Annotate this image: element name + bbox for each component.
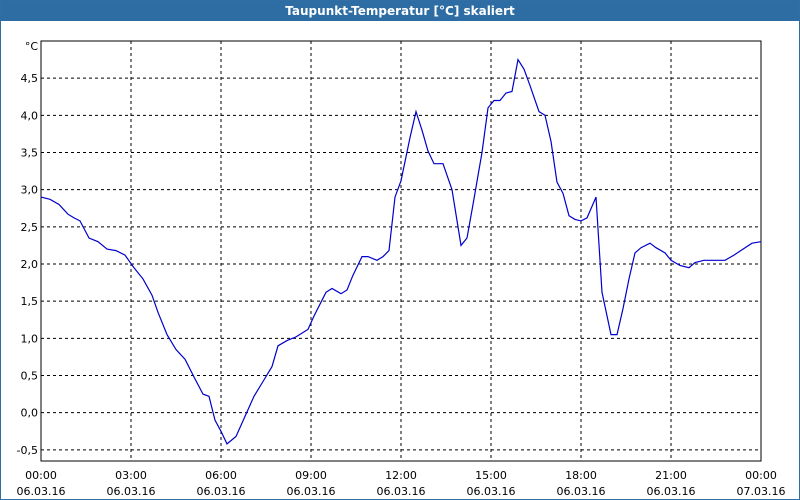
y-tick-label: 1,0 [21, 332, 39, 345]
x-tick-time: 06:00 [205, 469, 237, 482]
x-tick-date: 06.03.16 [467, 485, 516, 498]
y-tick-label: 0,5 [21, 370, 39, 383]
x-tick-date: 06.03.16 [197, 485, 246, 498]
series [40, 57, 762, 445]
x-tick-time: 18:00 [565, 469, 597, 482]
tick-labels: -0,5 0,0 0,5 1,0 1,5 2,0 2,5 3,0 3,5 4,0 4,5 °C 00:0… [17, 40, 786, 498]
y-tick-label: 1,5 [21, 295, 39, 308]
x-tick-time: 12:00 [385, 469, 417, 482]
x-tick-time: 09:00 [295, 469, 327, 482]
y-tick-label: 4,0 [21, 109, 39, 122]
x-tick-date: 06.03.16 [17, 485, 66, 498]
y-tick-label: 4,5 [21, 72, 39, 85]
x-tick-date: 06.03.16 [107, 485, 156, 498]
y-tick-label: 3,5 [21, 147, 39, 160]
x-tick-date: 06.03.16 [377, 485, 426, 498]
y-tick-label: 2,0 [21, 258, 39, 271]
grid [41, 41, 761, 461]
y-tick-label: 2,5 [21, 221, 39, 234]
y-tick-label: 3,0 [21, 184, 39, 197]
x-tick-date: 06.03.16 [557, 485, 606, 498]
x-tick-date: 06.03.16 [287, 485, 336, 498]
window-title: Taupunkt-Temperatur [°C] skaliert [1, 1, 799, 21]
y-tick-label: -0,5 [17, 444, 38, 457]
y-axis-unit: °C [25, 40, 39, 53]
x-tick-date: 06.03.16 [647, 485, 696, 498]
x-tick-time: 00:00 [25, 469, 57, 482]
x-tick-time: 15:00 [475, 469, 507, 482]
x-tick-time: 03:00 [115, 469, 147, 482]
plot-border [40, 40, 762, 462]
x-tick-date: 07.03.16 [737, 485, 786, 498]
x-tick-time: 21:00 [655, 469, 687, 482]
axes [40, 40, 762, 462]
y-tick-label: 0,0 [21, 407, 39, 420]
series-line [40, 57, 762, 445]
x-tick-time: 00:00 [745, 469, 777, 482]
